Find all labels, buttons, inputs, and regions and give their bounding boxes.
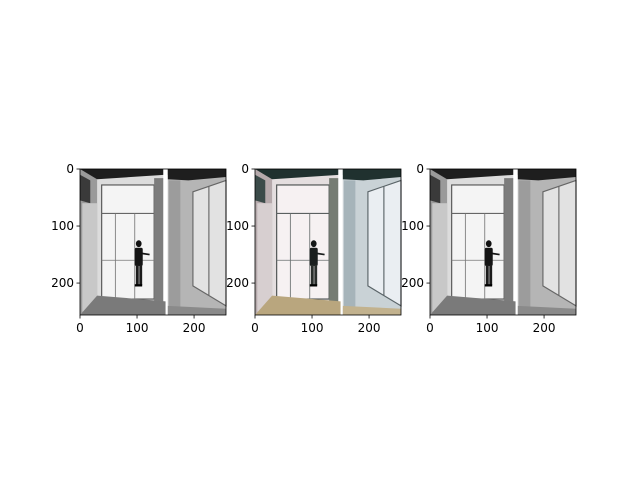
y-tick-label-1-1: 100	[51, 219, 74, 233]
x-tick-label-3-1: 100	[476, 321, 499, 335]
x-tick-label-3-0: 0	[426, 321, 434, 335]
image-panel-3: 0 100 200 0 100 200	[401, 162, 577, 335]
panel-image-3	[429, 168, 577, 316]
y-tick-label-3-0: 0	[416, 162, 424, 176]
x-tick-label-1-1: 100	[126, 321, 149, 335]
x-tick-label-1-2: 200	[183, 321, 206, 335]
x-tick-label-1-0: 0	[76, 321, 84, 335]
y-tick-label-1-0: 0	[66, 162, 74, 176]
x-tick-label-2-2: 200	[358, 321, 381, 335]
image-panel-1: 0 100 200 0 100 200	[51, 162, 227, 335]
x-tick-label-2-1: 100	[301, 321, 324, 335]
panel-image-2	[254, 168, 402, 316]
x-tick-label-2-0: 0	[251, 321, 259, 335]
y-tick-label-2-0: 0	[241, 162, 249, 176]
y-tick-label-3-2: 200	[401, 276, 424, 290]
y-tick-label-2-1: 100	[226, 219, 249, 233]
y-tick-label-2-2: 200	[226, 276, 249, 290]
panel-image-1	[79, 168, 227, 316]
axes-frame-1	[79, 168, 227, 316]
y-tick-label-3-1: 100	[401, 219, 424, 233]
axes-frame-3	[429, 168, 577, 316]
y-tick-label-1-2: 200	[51, 276, 74, 290]
panels-group: 0 100 200 0 100 200 0 100 200 0 100 200 0 100 200 0 100 2…	[51, 162, 577, 335]
axes-frame-2	[254, 168, 402, 316]
x-tick-label-3-2: 200	[533, 321, 556, 335]
image-panel-2: 0 100 200 0 100 200	[226, 162, 402, 335]
